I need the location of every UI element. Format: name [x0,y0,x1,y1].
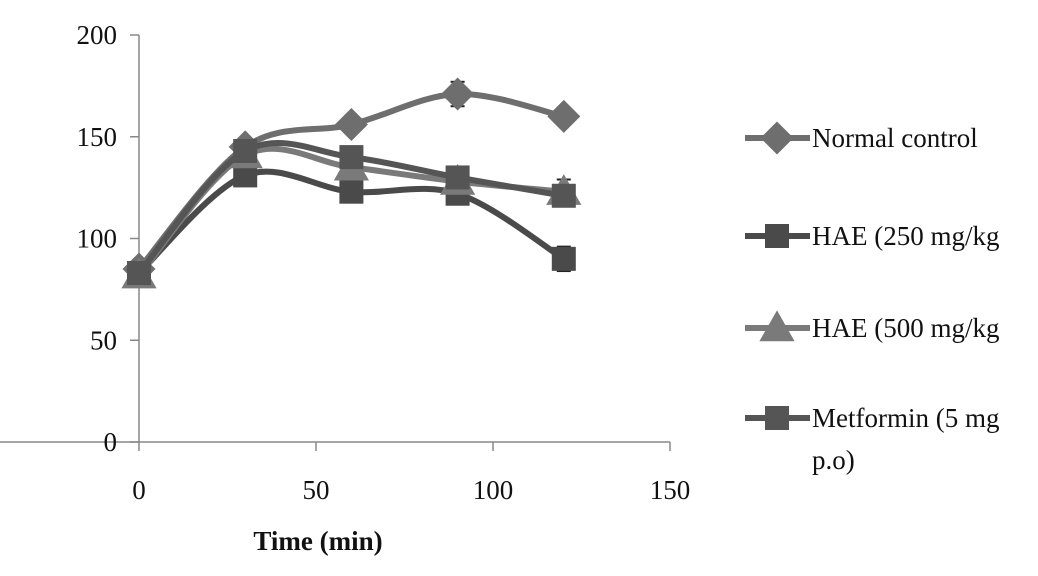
legend-item: Metformin (5 mg p.o) [745,403,999,475]
series-group [121,77,582,289]
marker-square [551,246,576,271]
legend: Normal control HAE (250 mg/kg HAE (500 mg/… [745,121,999,475]
series-4 [127,138,576,286]
marker-square [765,224,789,248]
marker-diamond [547,99,581,133]
marker-square [551,183,576,208]
axes [0,34,671,451]
x-tick-label: 0 [132,475,146,505]
marker-triangle [759,310,795,342]
y-tick-label: 150 [77,122,118,152]
marker-square [339,179,364,204]
legend-label: p.o) [812,445,855,475]
x-tick-label: 100 [473,475,514,505]
y-tick-label: 0 [104,427,118,457]
marker-square [339,145,364,170]
legend-item: HAE (500 mg/kg [745,310,999,343]
y-tick-label: 100 [77,224,118,254]
marker-diamond [760,121,794,155]
marker-square [445,165,470,190]
legend-label: HAE (250 mg/kg [812,221,999,251]
tick-labels: 0 50 100 150 200 0 50 100 150 [77,20,691,505]
marker-diamond [441,77,475,111]
legend-item: Normal control [745,121,978,155]
legend-label: HAE (500 mg/kg [812,313,999,343]
x-tick-label: 150 [650,475,691,505]
marker-diamond [334,108,368,142]
series-2 [127,163,576,286]
legend-label: Normal control [812,123,978,153]
legend-item: HAE (250 mg/kg [745,221,999,251]
marker-square [765,406,789,430]
legend-label: Metformin (5 mg [812,403,999,433]
x-axis-title: Time (min) [253,526,382,556]
marker-square [233,138,258,163]
y-tick-label: 200 [77,20,118,50]
x-tick-label: 50 [303,475,330,505]
marker-square [127,261,151,286]
y-tick-label: 50 [90,325,117,355]
